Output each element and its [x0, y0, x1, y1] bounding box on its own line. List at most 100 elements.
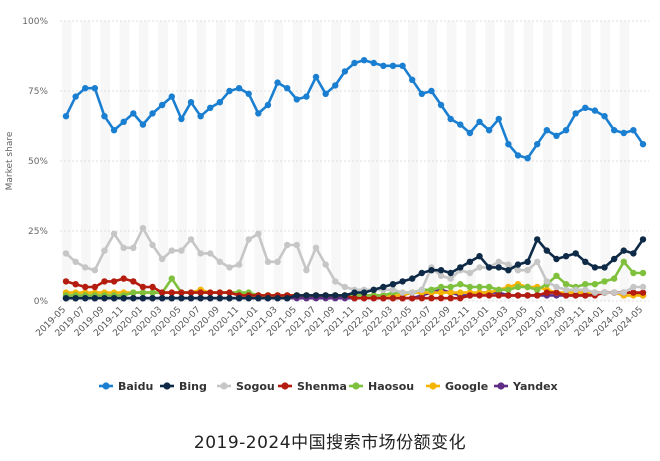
data-point-shenma — [485, 292, 493, 299]
data-point-haosou — [514, 283, 522, 291]
data-point-bing — [149, 295, 156, 302]
plot-band — [254, 21, 264, 301]
data-point-baidu — [591, 107, 599, 114]
data-point-shenma — [543, 289, 551, 296]
data-point-baidu — [572, 110, 579, 117]
data-point-sogou — [620, 289, 627, 296]
data-point-sogou — [409, 289, 416, 296]
data-point-sogou — [543, 278, 551, 285]
data-point-sogou — [283, 241, 291, 249]
data-point-baidu — [380, 62, 387, 69]
data-point-bing — [62, 295, 70, 302]
data-point-sogou — [582, 286, 589, 293]
data-point-bing — [216, 295, 224, 302]
data-point-baidu — [514, 152, 522, 159]
data-point-bing — [447, 269, 454, 277]
data-point-baidu — [82, 85, 89, 92]
data-point-baidu — [447, 115, 454, 123]
legend-label: Haosou — [368, 380, 414, 393]
data-point-baidu — [543, 127, 551, 134]
data-point-baidu — [255, 110, 262, 117]
data-point-shenma — [447, 295, 454, 302]
plot-band — [81, 21, 91, 301]
data-point-bing — [601, 264, 608, 271]
data-point-bing — [207, 295, 214, 302]
legend-marker — [429, 382, 437, 390]
data-point-bing — [466, 258, 474, 265]
legend-item-yandex: Yandex — [494, 380, 558, 393]
data-point-haosou — [505, 286, 512, 293]
data-point-bing — [110, 295, 118, 302]
data-point-shenma — [62, 278, 70, 285]
data-point-google — [437, 289, 445, 296]
data-point-google — [457, 289, 464, 296]
data-point-sogou — [630, 283, 637, 291]
y-axis-label: Market share — [5, 131, 15, 190]
data-point-sogou — [197, 250, 204, 257]
data-point-baidu — [245, 90, 252, 98]
legend-label: Baidu — [118, 380, 153, 393]
data-point-bing — [120, 295, 127, 302]
legend-marker — [163, 382, 171, 390]
data-point-haosou — [428, 286, 435, 293]
data-point-bing — [130, 295, 137, 302]
data-point-shenma — [226, 289, 233, 296]
data-point-sogou — [245, 236, 252, 243]
data-point-bing — [399, 278, 406, 285]
data-point-haosou — [601, 278, 608, 285]
legend-marker — [281, 382, 289, 390]
data-point-bing — [610, 255, 618, 263]
data-point-shenma — [437, 295, 445, 302]
data-point-bing — [139, 295, 147, 302]
data-point-baidu — [72, 93, 79, 100]
data-point-sogou — [524, 267, 531, 274]
data-point-baidu — [312, 73, 320, 81]
data-point-haosou — [610, 275, 618, 282]
data-point-sogou — [235, 261, 243, 268]
data-point-baidu — [110, 127, 118, 134]
data-point-shenma — [553, 289, 560, 296]
data-point-sogou — [418, 286, 426, 293]
data-point-bing — [332, 292, 339, 299]
data-point-shenma — [534, 292, 541, 299]
legend-label: Bing — [179, 380, 207, 393]
data-point-sogou — [610, 289, 618, 296]
data-point-sogou — [553, 283, 560, 291]
data-point-bing — [245, 295, 252, 302]
x-axis: 2019-052019-072019-092019-112020-012020-… — [34, 305, 645, 339]
data-point-baidu — [505, 141, 512, 148]
data-point-bing — [264, 295, 272, 302]
data-point-bing — [360, 289, 368, 296]
data-point-haosou — [447, 283, 454, 291]
data-point-haosou — [130, 289, 137, 296]
data-point-shenma — [130, 278, 137, 285]
plot-band — [235, 21, 245, 301]
data-point-haosou — [630, 269, 637, 277]
data-point-sogou — [130, 244, 137, 251]
data-point-sogou — [274, 258, 281, 265]
data-point-baidu — [91, 85, 99, 92]
data-point-bing — [485, 264, 493, 271]
data-point-baidu — [283, 85, 291, 92]
data-point-bing — [235, 295, 243, 302]
data-point-shenma — [82, 283, 89, 291]
series-baidu — [62, 57, 647, 162]
data-point-bing — [351, 289, 358, 296]
data-point-shenma — [582, 292, 589, 299]
data-point-bing — [293, 292, 300, 299]
plot-band — [350, 21, 361, 301]
y-tick-label: 0% — [34, 297, 49, 307]
data-point-bing — [303, 292, 310, 299]
data-point-sogou — [514, 267, 522, 274]
data-point-haosou — [149, 289, 156, 296]
legend-item-bing: Bing — [160, 380, 207, 393]
data-point-sogou — [72, 258, 79, 265]
data-point-sogou — [82, 264, 89, 271]
data-point-bing — [274, 295, 281, 302]
data-point-bing — [158, 295, 166, 302]
data-point-shenma — [101, 278, 108, 285]
chart-caption: 2019-2024中国搜索市场份额变化 — [193, 433, 467, 453]
data-point-bing — [505, 267, 512, 274]
data-point-shenma — [158, 289, 166, 296]
y-tick-label: 100% — [22, 17, 48, 27]
